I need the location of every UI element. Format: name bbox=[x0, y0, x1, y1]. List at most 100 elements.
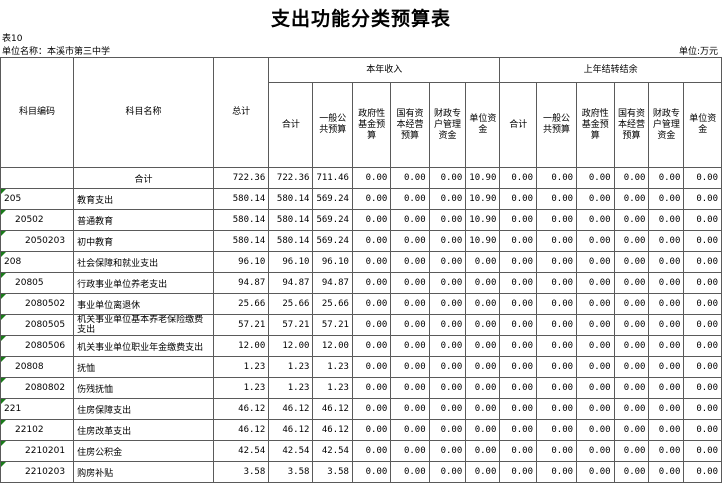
table-row: 2080502 事业单位离退休 25.66 25.66 25.66 0.00 0.00 0.0… bbox=[0, 293, 722, 315]
current-year-value: 42.54 bbox=[312, 440, 353, 462]
prior-year-value: 0.00 bbox=[576, 356, 615, 378]
prior-year-value: 0.00 bbox=[576, 293, 615, 315]
current-year-value: 0.00 bbox=[465, 461, 501, 483]
prior-year-value: 0.00 bbox=[683, 272, 722, 294]
total-value: 1.23 bbox=[212, 377, 270, 399]
current-year-value: 57.21 bbox=[312, 314, 353, 336]
subject-code-text: 205 bbox=[4, 194, 22, 204]
header-prior-col: 合计 bbox=[499, 82, 538, 168]
prior-year-value: 0.00 bbox=[683, 230, 722, 252]
subject-code: 2080506 bbox=[0, 335, 75, 357]
prior-year-value: 0.00 bbox=[576, 335, 615, 357]
current-year-value: 96.10 bbox=[268, 251, 314, 273]
prior-year-value: 0.00 bbox=[499, 440, 538, 462]
prior-year-value: 0.00 bbox=[536, 440, 578, 462]
prior-year-value: 0.00 bbox=[499, 293, 538, 315]
prior-year-value: 0.00 bbox=[499, 314, 538, 336]
current-year-value: 0.00 bbox=[465, 293, 501, 315]
prior-year-value: 0.00 bbox=[536, 188, 578, 210]
current-year-value: 0.00 bbox=[390, 314, 430, 336]
current-year-value: 46.12 bbox=[268, 398, 314, 420]
prior-year-value: 0.00 bbox=[648, 293, 685, 315]
budget-table: 科目编码 科目名称 总计 本年收入 上年结转结余 合计 一般公共预算 政府性基金… bbox=[0, 57, 722, 483]
prior-year-value: 0.00 bbox=[683, 167, 722, 189]
current-year-value: 0.00 bbox=[428, 272, 467, 294]
prior-year-value: 0.00 bbox=[536, 356, 578, 378]
total-value: 580.14 bbox=[212, 230, 270, 252]
current-year-value: 25.66 bbox=[312, 293, 353, 315]
prior-year-value: 0.00 bbox=[613, 314, 650, 336]
current-year-value: 0.00 bbox=[390, 167, 430, 189]
subject-code: 2210201 bbox=[0, 440, 75, 462]
current-year-value: 569.24 bbox=[312, 230, 353, 252]
header-prior-col: 一般公共预算 bbox=[536, 82, 578, 168]
current-year-value: 0.00 bbox=[390, 209, 430, 231]
prior-year-value: 0.00 bbox=[613, 167, 650, 189]
current-year-value: 0.00 bbox=[351, 209, 392, 231]
subject-code-text: 2080505 bbox=[25, 320, 66, 330]
current-year-value: 0.00 bbox=[428, 419, 467, 441]
current-year-value: 580.14 bbox=[268, 209, 314, 231]
prior-year-value: 0.00 bbox=[683, 419, 722, 441]
current-year-value: 569.24 bbox=[312, 209, 353, 231]
prior-year-value: 0.00 bbox=[648, 461, 685, 483]
prior-year-value: 0.00 bbox=[576, 251, 615, 273]
current-year-value: 10.90 bbox=[465, 209, 501, 231]
table-row: 2050203 初中教育 580.14 580.14 569.24 0.00 0.00 0.0… bbox=[0, 230, 722, 252]
subject-name: 住房保障支出 bbox=[73, 398, 214, 420]
current-year-value: 0.00 bbox=[428, 167, 467, 189]
prior-year-value: 0.00 bbox=[648, 167, 685, 189]
subject-name: 住房公积金 bbox=[73, 440, 214, 462]
prior-year-value: 0.00 bbox=[648, 314, 685, 336]
table-row: 2210203 购房补贴 3.58 3.58 3.58 0.00 0.00 0.00 0.00 0… bbox=[0, 461, 722, 483]
current-year-value: 0.00 bbox=[351, 230, 392, 252]
prior-year-value: 0.00 bbox=[683, 188, 722, 210]
subject-code: 2210203 bbox=[0, 461, 75, 483]
current-year-value: 1.23 bbox=[312, 356, 353, 378]
header-prior-col: 国有资本经营预算 bbox=[613, 82, 650, 168]
prior-year-value: 0.00 bbox=[576, 167, 615, 189]
current-year-value: 0.00 bbox=[351, 419, 392, 441]
subject-name: 合计 bbox=[73, 167, 214, 189]
subject-code-text: 2210201 bbox=[25, 446, 66, 456]
subject-code-text: 2050203 bbox=[25, 236, 66, 246]
current-year-value: 3.58 bbox=[312, 461, 353, 483]
prior-year-value: 0.00 bbox=[648, 377, 685, 399]
prior-year-value: 0.00 bbox=[499, 419, 538, 441]
prior-year-value: 0.00 bbox=[499, 209, 538, 231]
current-year-value: 0.00 bbox=[390, 230, 430, 252]
table-row: 20502 普通教育 580.14 580.14 569.24 0.00 0.00 0.00 1… bbox=[0, 209, 722, 231]
total-value: 12.00 bbox=[212, 335, 270, 357]
header-prior-col: 单位资金 bbox=[683, 82, 722, 168]
prior-year-value: 0.00 bbox=[576, 209, 615, 231]
subject-name: 初中教育 bbox=[73, 230, 214, 252]
subject-code: 22102 bbox=[0, 419, 75, 441]
current-year-value: 0.00 bbox=[465, 335, 501, 357]
current-year-value: 0.00 bbox=[428, 440, 467, 462]
table-row: 205 教育支出 580.14 580.14 569.24 0.00 0.00 0.00 10.… bbox=[0, 188, 722, 210]
prior-year-value: 0.00 bbox=[648, 272, 685, 294]
subject-code: 20805 bbox=[0, 272, 75, 294]
prior-year-value: 0.00 bbox=[648, 209, 685, 231]
current-year-value: 0.00 bbox=[390, 335, 430, 357]
prior-year-value: 0.00 bbox=[536, 209, 578, 231]
current-year-value: 0.00 bbox=[390, 398, 430, 420]
table-row: 2080506 机关事业单位职业年金缴费支出 12.00 12.00 12.00 0.00… bbox=[0, 335, 722, 357]
unit-label: 单位:万元 bbox=[678, 47, 718, 57]
prior-year-value: 0.00 bbox=[499, 251, 538, 273]
current-year-value: 0.00 bbox=[390, 356, 430, 378]
prior-year-value: 0.00 bbox=[613, 335, 650, 357]
current-year-value: 0.00 bbox=[465, 356, 501, 378]
current-year-value: 10.90 bbox=[465, 188, 501, 210]
current-year-value: 0.00 bbox=[428, 335, 467, 357]
total-row: 合计 722.36 722.36 711.46 0.00 0.00 0.00 10.90 0.0… bbox=[0, 167, 722, 189]
current-year-value: 94.87 bbox=[268, 272, 314, 294]
current-year-value: 0.00 bbox=[465, 419, 501, 441]
subject-code-text: 22102 bbox=[15, 425, 44, 435]
table-row: 20805 行政事业单位养老支出 94.87 94.87 94.87 0.00 0.00 0.… bbox=[0, 272, 722, 294]
current-year-value: 1.23 bbox=[268, 356, 314, 378]
current-year-value: 0.00 bbox=[428, 293, 467, 315]
current-year-value: 12.00 bbox=[312, 335, 353, 357]
current-year-value: 46.12 bbox=[312, 398, 353, 420]
table-row: 2080802 伤残抚恤 1.23 1.23 1.23 0.00 0.00 0.00 0.00 0… bbox=[0, 377, 722, 399]
